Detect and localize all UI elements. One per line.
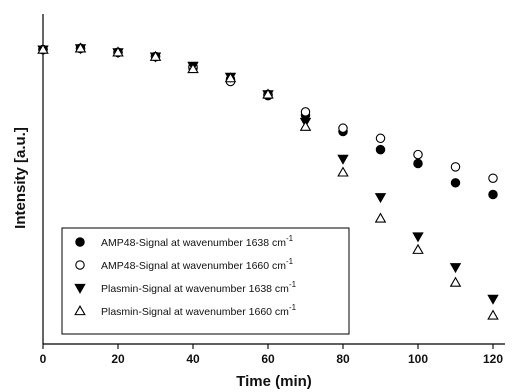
axes bbox=[42, 14, 505, 345]
series-2 bbox=[38, 43, 498, 183]
legend-label: AMP48-Signal at wavenumber 1638 cm-1 bbox=[101, 234, 294, 249]
legend-marker bbox=[75, 260, 85, 270]
x-ticks: 0 20 40 60 80 100 120 bbox=[40, 344, 503, 366]
data-point bbox=[412, 232, 424, 243]
legend-label: AMP48-Signal at wavenumber 1660 cm-1 bbox=[101, 257, 294, 272]
data-point bbox=[412, 243, 424, 254]
data-point bbox=[337, 166, 349, 177]
legend-label: Plasmin-Signal at wavenumber 1638 cm-1 bbox=[101, 280, 297, 295]
legend-marker bbox=[74, 283, 86, 294]
legend-label-superscript: -1 bbox=[289, 303, 297, 312]
data-point bbox=[413, 158, 423, 169]
x-tick-label: 40 bbox=[186, 352, 200, 366]
legend-marker bbox=[74, 305, 86, 316]
data-point bbox=[449, 276, 462, 287]
x-axis-title: Time (min) bbox=[236, 373, 312, 390]
data-point bbox=[488, 173, 498, 183]
data-point bbox=[149, 50, 162, 61]
data-point bbox=[187, 62, 199, 74]
data-point bbox=[375, 144, 386, 155]
data-point bbox=[299, 120, 312, 131]
series-4 bbox=[37, 42, 499, 320]
data-point bbox=[262, 88, 274, 99]
legend-label-superscript: -1 bbox=[286, 257, 294, 266]
data-point bbox=[375, 133, 386, 144]
series-1 bbox=[38, 43, 498, 200]
data-point bbox=[374, 193, 387, 204]
data-point bbox=[300, 107, 311, 117]
data-point bbox=[74, 42, 87, 53]
x-tick-label: 60 bbox=[261, 352, 275, 366]
data-markers bbox=[37, 42, 499, 320]
data-point bbox=[37, 43, 49, 54]
data-point bbox=[374, 212, 387, 223]
data-point bbox=[224, 72, 237, 83]
data-point bbox=[488, 189, 498, 200]
data-point bbox=[337, 154, 349, 165]
x-tick-label: 100 bbox=[408, 352, 428, 366]
x-tick-label: 80 bbox=[336, 352, 350, 366]
data-point bbox=[487, 309, 499, 320]
legend-label-superscript: -1 bbox=[289, 280, 297, 289]
legend-marker bbox=[75, 237, 85, 247]
y-axis-title: Intensity [a.u.] bbox=[12, 127, 29, 229]
data-point bbox=[487, 294, 499, 305]
x-tick-label: 120 bbox=[483, 352, 503, 366]
data-point bbox=[450, 162, 461, 172]
x-tick-label: 20 bbox=[111, 352, 125, 366]
legend-label-superscript: -1 bbox=[286, 234, 294, 243]
x-tick-label: 0 bbox=[40, 352, 47, 366]
legend: AMP48-Signal at wavenumber 1638 cm-1 AMP4… bbox=[61, 227, 350, 335]
data-point bbox=[413, 149, 423, 160]
data-point bbox=[112, 46, 124, 57]
legend-label: Plasmin-Signal at wavenumber 1660 cm-1 bbox=[101, 303, 297, 318]
data-point bbox=[338, 123, 348, 133]
data-point bbox=[450, 178, 461, 188]
legend-box bbox=[61, 227, 350, 335]
data-point bbox=[449, 263, 462, 274]
